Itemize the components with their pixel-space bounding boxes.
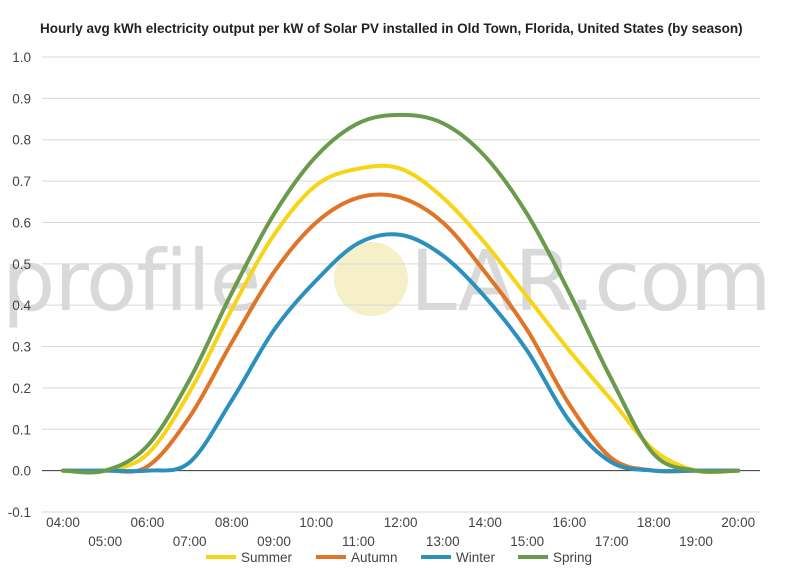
x-tick-label: 10:00 <box>299 515 333 530</box>
x-tick-label: 17:00 <box>595 534 629 549</box>
x-tick-label: 12:00 <box>384 515 418 530</box>
y-tick-label: 0.1 <box>12 422 31 437</box>
y-tick-label: 0.4 <box>12 298 31 313</box>
y-tick-label: 0.6 <box>12 215 31 230</box>
series-lines <box>61 112 741 475</box>
legend-label-winter: Winter <box>456 550 496 565</box>
y-tick-label: 1.0 <box>12 50 31 65</box>
y-tick-label: 0.5 <box>12 257 31 272</box>
x-tick-label: 15:00 <box>510 534 544 549</box>
x-tick-label: 08:00 <box>215 515 249 530</box>
legend: Summer Autumn Winter Spring <box>206 550 592 565</box>
y-tick-label: 0.8 <box>12 133 31 148</box>
x-tick-label: 13:00 <box>426 534 460 549</box>
y-tick-label: -0.1 <box>8 505 31 520</box>
x-tick-label: 16:00 <box>553 515 587 530</box>
y-tick-label: 0.7 <box>12 174 31 189</box>
series-line-spring <box>61 112 741 475</box>
x-tick-label: 19:00 <box>679 534 713 549</box>
y-axis: -0.1 0.0 0.1 0.2 0.3 0.4 0.5 0.6 0.7 0.8 0.9 1.0 <box>8 50 32 520</box>
chart-title: Hourly avg kWh electricity output per kW… <box>40 21 743 36</box>
x-tick-label: 14:00 <box>468 515 502 530</box>
series-line-winter <box>61 232 741 474</box>
x-tick-label: 18:00 <box>637 515 671 530</box>
y-tick-label: 0.9 <box>12 91 31 106</box>
x-tick-label: 11:00 <box>342 534 375 549</box>
watermark-text-left: profile <box>2 232 260 330</box>
y-tick-label: 0.0 <box>12 464 31 479</box>
x-tick-label: 06:00 <box>131 515 165 530</box>
x-tick-label: 05:00 <box>88 534 122 549</box>
y-tick-label: 0.2 <box>12 381 31 396</box>
series-line-autumn <box>61 192 741 474</box>
legend-label-spring: Spring <box>553 550 592 565</box>
x-tick-label: 09:00 <box>257 534 291 549</box>
watermark-sun-icon <box>334 242 408 316</box>
x-tick-label: 20:00 <box>721 515 755 530</box>
legend-label-autumn: Autumn <box>351 550 398 565</box>
y-tick-label: 0.3 <box>12 340 31 355</box>
x-tick-label: 07:00 <box>173 534 207 549</box>
legend-label-summer: Summer <box>241 550 293 565</box>
grid <box>42 56 760 513</box>
series-line-summer <box>61 163 741 475</box>
watermark: profile LAR.com <box>2 232 772 330</box>
x-axis: 04:00 05:00 06:00 07:00 08:00 09:00 10:00 11:00… <box>46 515 755 549</box>
x-tick-label: 04:00 <box>46 515 80 530</box>
